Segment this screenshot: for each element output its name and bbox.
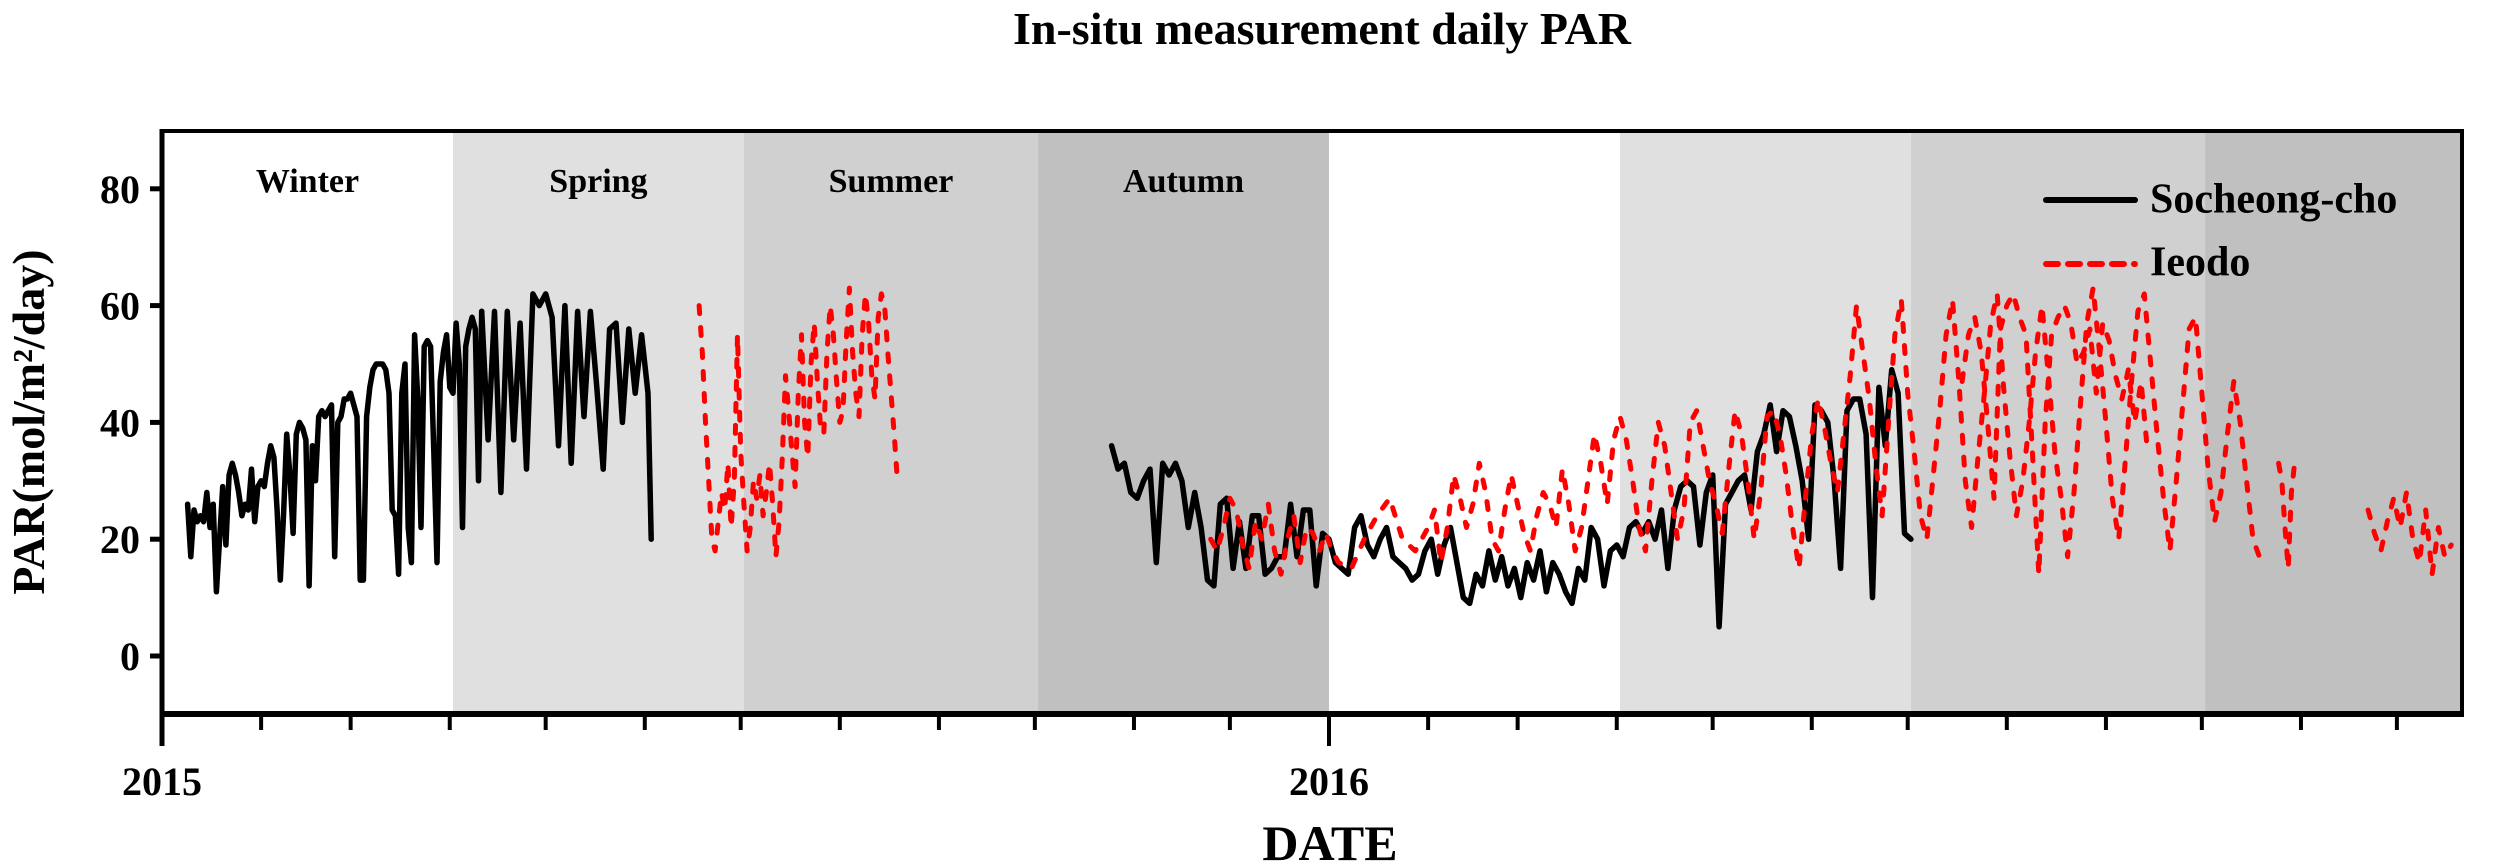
series-layer xyxy=(184,285,2454,630)
ieodo-series-line xyxy=(1719,285,2262,571)
season-band xyxy=(2205,131,2462,714)
socheong-series-line xyxy=(1543,367,1914,630)
y-tick-label: 60 xyxy=(100,284,140,329)
legend-ieodo-label: Ieodo xyxy=(2150,240,2250,286)
ieodo-series-line xyxy=(2365,490,2454,577)
y-tick-label: 80 xyxy=(100,167,140,212)
x-tick-label: 2015 xyxy=(122,759,202,804)
season-band xyxy=(1329,131,1620,714)
season-band xyxy=(1038,131,1329,714)
ieodo-series-line xyxy=(1208,408,1725,577)
season-label-winter: Winter xyxy=(256,163,359,200)
x-axis-label: DATE xyxy=(1262,815,1397,866)
season-label-spring: Spring xyxy=(549,163,647,200)
legend: Socheong-cho Ieodo xyxy=(2043,177,2397,286)
chart-title: In-situ measurement daily PAR xyxy=(1013,3,1632,54)
y-tick-label: 20 xyxy=(100,517,140,562)
season-labels: Winter Spring Summer Autumn xyxy=(256,163,1244,200)
ieodo-series-line xyxy=(2276,460,2298,571)
ieodo-series-line xyxy=(1959,291,2150,577)
y-tick-label: 40 xyxy=(100,400,140,445)
x-tick-label: 2016 xyxy=(1289,759,1369,804)
season-bands xyxy=(162,131,2462,714)
season-band xyxy=(162,131,453,714)
y-axis-label: PAR(mol/m²/day) xyxy=(3,249,54,594)
socheong-series-line xyxy=(478,291,654,542)
legend-socheong-label: Socheong-cho xyxy=(2150,177,2397,223)
ieodo-series-line xyxy=(696,285,900,560)
y-tick-label: 0 xyxy=(120,634,140,679)
socheong-series-line xyxy=(184,308,485,595)
season-label-autumn: Autumn xyxy=(1123,163,1244,200)
season-label-summer: Summer xyxy=(829,163,954,200)
x-axis-ticks: 2015 2016 xyxy=(122,714,2399,804)
y-axis-ticks: 0 20 40 60 80 xyxy=(100,167,162,679)
